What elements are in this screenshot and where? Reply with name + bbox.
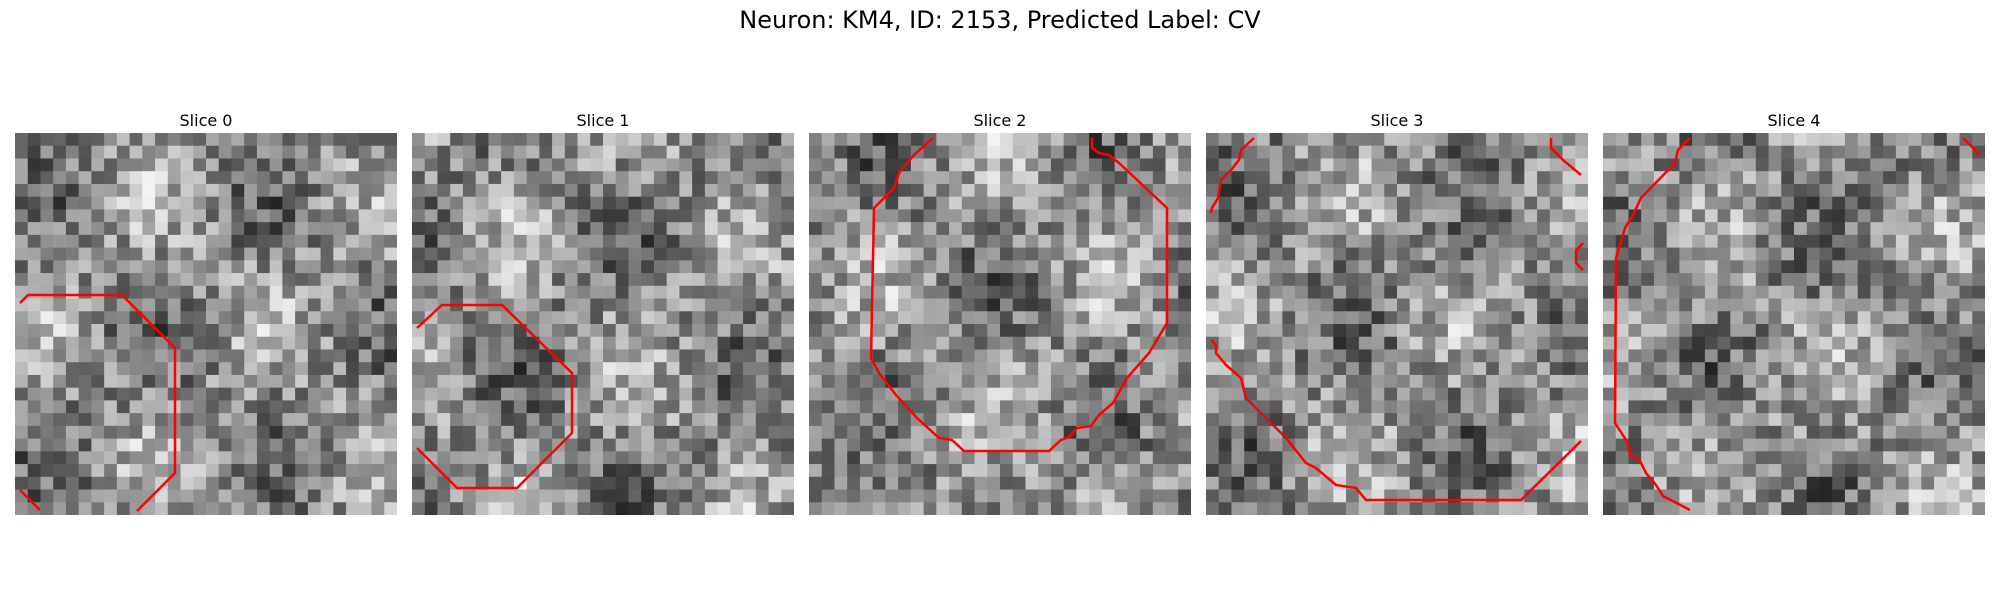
slice-title: Slice 0 [179,111,233,130]
grayscale-tile-noise [1603,133,1985,515]
slice-image-1 [412,133,794,515]
figure-title: Neuron: KM4, ID: 2153, Predicted Label: … [739,6,1261,34]
slice-panel-3: Slice 3 [1206,108,1588,515]
slice-panel-4: Slice 4 [1603,108,1985,515]
slice-image-0 [15,133,397,515]
grayscale-tile-noise [1206,133,1588,515]
segmentation-contour [416,303,574,490]
grayscale-tile-noise [15,133,397,515]
segmentation-contour [1210,339,1582,502]
segmentation-contour [19,489,41,511]
grayscale-tile-noise [809,133,1191,515]
slice-panel-0: Slice 0 [15,108,397,515]
slice-panel-2: Slice 2 [809,108,1191,515]
slice-title: Slice 3 [1370,111,1424,130]
slice-title: Slice 4 [1767,111,1821,130]
slice-image-4 [1603,133,1985,515]
slice-title: Slice 1 [576,111,630,130]
slice-image-2 [809,133,1191,515]
segmentation-contour [1549,138,1582,176]
slice-image-3 [1206,133,1588,515]
segmentation-contour [19,293,177,512]
segmentation-contour [1209,137,1255,214]
segmentation-contour [869,137,1169,453]
segmentation-contour [1962,137,1981,156]
segmentation-contour [1574,242,1584,271]
slice-panel-1: Slice 1 [412,108,794,515]
slice-title: Slice 2 [973,111,1027,130]
segmentation-contour [1613,137,1691,512]
grayscale-tile-noise [412,133,794,515]
